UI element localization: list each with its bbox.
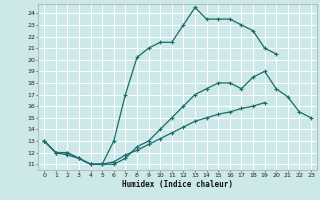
X-axis label: Humidex (Indice chaleur): Humidex (Indice chaleur)	[122, 180, 233, 189]
